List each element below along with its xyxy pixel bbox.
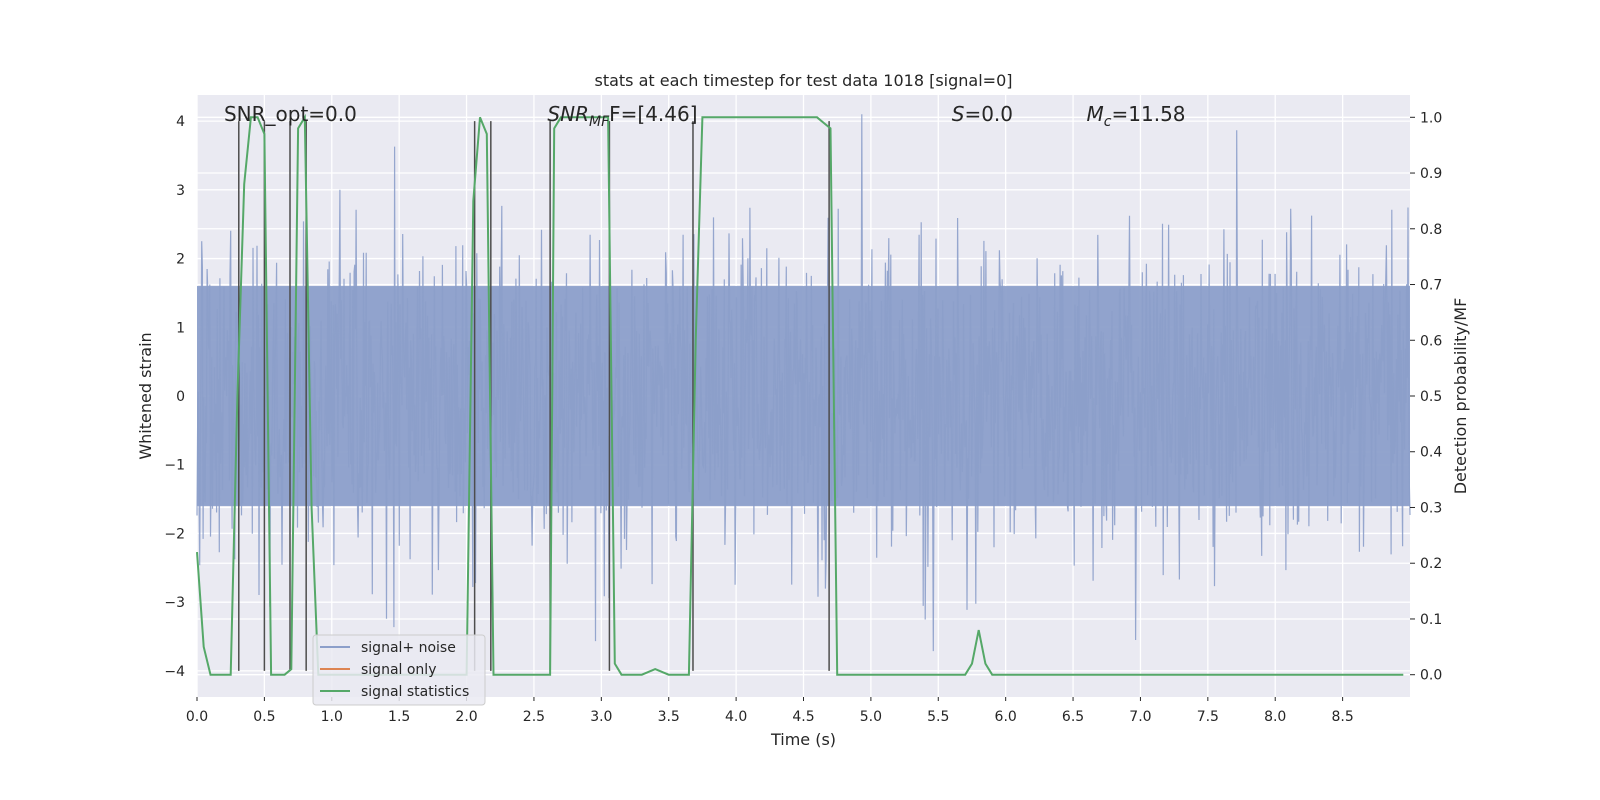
- annotations: SNR_opt=0.0 SNRMFF=[4.46] S=0.0 Mc=11.58: [224, 102, 1186, 130]
- left-y-tick-label-8: 4: [176, 114, 185, 130]
- x-tick-label-11: 5.5: [927, 709, 949, 725]
- x-tick-label-2: 1.0: [321, 709, 343, 725]
- x-tick-label-15: 7.5: [1197, 709, 1219, 725]
- annotation-mc-value: Mc=11.58: [1087, 102, 1186, 130]
- left-y-tick-label-6: 2: [176, 252, 185, 268]
- right-y-tick-label-9: 0.9: [1420, 166, 1442, 182]
- x-tick-label-8: 4.0: [725, 709, 747, 725]
- x-axis-ticks: 0.0 0.5 1.0 1.5 2.0 2.5 3.0 3.5 4.0 4.5 5.0 5.5 6.0 6…: [186, 697, 1354, 725]
- right-y-tick-label-2: 0.2: [1420, 556, 1442, 572]
- x-tick-label-6: 3.0: [590, 709, 612, 725]
- chart-title: stats at each timestep for test data 101…: [594, 71, 1012, 90]
- noise-trace: [196, 114, 1411, 652]
- annotation-snr-opt: SNR_opt=0.0: [224, 102, 357, 126]
- x-tick-label-0: 0.0: [186, 709, 208, 725]
- x-tick-label-10: 5.0: [860, 709, 882, 725]
- annotation-snr-mf: SNRMFF=[4.46]: [547, 102, 697, 130]
- right-y-tick-label-4: 0.4: [1420, 445, 1442, 461]
- right-y-tick-label-3: 0.3: [1420, 500, 1442, 516]
- legend: signal+ noise signal only signal statist…: [312, 634, 486, 706]
- left-y-tick-label-2: −2: [164, 526, 185, 542]
- left-y-axis-ticks: −4 −3 −2 −1 0 1 2 3 4: [164, 114, 185, 680]
- x-tick-label-13: 6.5: [1062, 709, 1084, 725]
- left-y-tick-label-4: 0: [176, 389, 185, 405]
- left-y-tick-label-5: 1: [176, 320, 185, 336]
- left-y-tick-label-0: −4: [164, 664, 185, 680]
- right-y-tick-label-8: 0.8: [1420, 222, 1442, 238]
- right-y-tick-label-7: 0.7: [1420, 278, 1442, 294]
- left-y-axis-label: Whitened strain: [136, 332, 155, 459]
- x-tick-label-14: 7.0: [1129, 709, 1151, 725]
- x-tick-label-3: 1.5: [388, 709, 410, 725]
- right-y-tick-label-0: 0.0: [1420, 668, 1442, 684]
- x-tick-label-17: 8.5: [1331, 709, 1353, 725]
- x-tick-label-5: 2.5: [523, 709, 545, 725]
- left-y-tick-label-7: 3: [176, 183, 185, 199]
- left-y-tick-label-1: −3: [164, 595, 185, 611]
- x-tick-label-7: 3.5: [658, 709, 680, 725]
- x-tick-label-12: 6.0: [995, 709, 1017, 725]
- right-y-axis-ticks: 0.0 0.1 0.2 0.3 0.4 0.5 0.6 0.7 0.8 0.9 1.0: [1410, 110, 1442, 684]
- right-y-axis-label: Detection probability/MF: [1451, 298, 1470, 495]
- x-tick-label-9: 4.5: [792, 709, 814, 725]
- right-y-tick-label-10: 1.0: [1420, 110, 1442, 126]
- x-axis-label: Time (s): [770, 730, 836, 749]
- left-y-tick-label-3: −1: [164, 458, 185, 474]
- right-y-tick-label-5: 0.5: [1420, 389, 1442, 405]
- series-signal-statistics: [196, 113, 1404, 676]
- signal-statistics-line: [196, 113, 1404, 676]
- right-y-tick-label-6: 0.6: [1420, 333, 1442, 349]
- right-y-tick-label-1: 0.1: [1420, 612, 1442, 628]
- legend-label-signal-statistics: signal statistics: [361, 684, 469, 700]
- series-signal-noise: [196, 114, 1411, 652]
- legend-box: [312, 634, 486, 706]
- annotation-s-value: S=0.0: [952, 102, 1013, 126]
- x-tick-label-1: 0.5: [253, 709, 275, 725]
- legend-label-signal-only: signal only: [361, 662, 436, 678]
- x-tick-label-16: 8.0: [1264, 709, 1286, 725]
- x-tick-label-4: 2.0: [455, 709, 477, 725]
- legend-label-signal-noise: signal+ noise: [361, 640, 456, 656]
